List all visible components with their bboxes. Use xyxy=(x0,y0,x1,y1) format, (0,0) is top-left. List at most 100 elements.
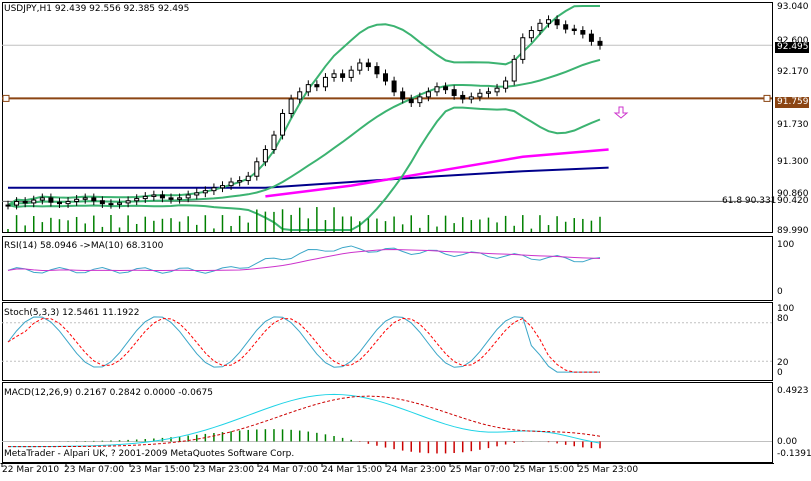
bollinger-middle xyxy=(7,58,601,207)
hline-price-tag[interactable]: 91.759 xyxy=(775,97,809,108)
candle-body xyxy=(443,86,449,91)
macd-axis-label: 0.4923 xyxy=(777,386,809,396)
rsi-header: RSI(14) 58.0946 ->MA(10) 68.3100 xyxy=(4,241,164,251)
candle-body xyxy=(56,201,62,205)
candle-body xyxy=(159,194,165,199)
candle-body xyxy=(374,66,380,75)
arrow-marker xyxy=(613,106,629,119)
price-axis-label: 89.990 xyxy=(777,226,809,236)
candle-body xyxy=(202,190,208,194)
candle-body xyxy=(588,33,594,42)
candle-body xyxy=(520,37,526,60)
candle-body xyxy=(494,87,500,93)
rsi-line xyxy=(7,245,601,274)
candle-body xyxy=(134,198,140,202)
candle-body xyxy=(288,98,294,114)
candle-body xyxy=(408,98,414,104)
time-axis-label: 23 Mar 07:00 xyxy=(64,465,125,475)
candle-body xyxy=(400,91,406,100)
candle-body xyxy=(91,197,97,202)
candle-body xyxy=(151,194,157,197)
candle-body xyxy=(39,197,45,201)
candle-body xyxy=(108,203,114,206)
macd-signal-line xyxy=(7,395,601,448)
macd-line xyxy=(7,393,601,448)
candle-body xyxy=(168,197,174,200)
candle-body xyxy=(477,92,483,98)
candle-body xyxy=(365,62,371,68)
ma-magenta-line xyxy=(265,148,609,198)
candle-body xyxy=(228,181,234,187)
pane-frame xyxy=(2,236,773,301)
candle-body xyxy=(31,199,37,204)
candle-body xyxy=(177,197,183,200)
candle-body xyxy=(460,94,466,100)
candle-body xyxy=(503,80,509,89)
candle-body xyxy=(297,91,303,100)
candle-body xyxy=(322,76,328,88)
time-axis-label: 24 Mar 07:00 xyxy=(258,465,319,475)
stoch-signal-line xyxy=(7,317,600,373)
time-axis-label: 23 Mar 15:00 xyxy=(130,465,191,475)
candle-body xyxy=(280,112,286,136)
stoch-header: Stoch(5,3,3) 12.5461 11.1922 xyxy=(4,308,140,318)
candle-body xyxy=(211,187,217,192)
candle-body xyxy=(485,91,491,94)
candle-body xyxy=(271,134,277,151)
candle-body xyxy=(580,30,586,35)
candle-body xyxy=(417,96,423,104)
macd-axis-label: -0.1391 xyxy=(777,449,811,459)
rsi-axis-label: 100 xyxy=(777,240,795,250)
candle-body xyxy=(74,198,80,202)
candle-body xyxy=(348,69,354,78)
bollinger-upper xyxy=(7,5,600,206)
time-axis-label: 24 Mar 15:00 xyxy=(322,465,383,475)
current-price-tag: 92.495 xyxy=(775,42,809,53)
fibonacci-label: 61.8 90.331 xyxy=(722,196,777,206)
candle-body xyxy=(142,195,148,200)
candle-body xyxy=(391,80,397,93)
candle-body xyxy=(425,91,431,98)
candle-body xyxy=(99,200,105,205)
main-chart-header: USDJPY,H1 92.439 92.556 92.385 92.495 xyxy=(4,4,190,14)
time-axis-label: 22 Mar 2010 xyxy=(2,465,60,475)
candle-body xyxy=(571,28,577,32)
time-axis-label: 25 Mar 15:00 xyxy=(514,465,575,475)
candle-body xyxy=(468,96,474,100)
candle-body xyxy=(340,73,346,78)
time-axis-label: 24 Mar 23:00 xyxy=(386,465,447,475)
candle-body xyxy=(357,62,363,71)
candle-body xyxy=(528,30,534,39)
candle-body xyxy=(563,24,569,30)
candle-body xyxy=(314,84,320,88)
macd-axis-label: 0.00 xyxy=(777,437,798,447)
copyright-text: MetaTrader - Alpari UK, ? 2001-2009 Meta… xyxy=(4,449,295,459)
price-axis-label: 91.730 xyxy=(777,120,809,130)
price-axis-label: 91.300 xyxy=(777,157,809,167)
candle-body xyxy=(383,73,389,82)
candle-body xyxy=(597,40,603,46)
hline-handle-left xyxy=(2,94,10,102)
candle-body xyxy=(14,200,20,206)
stoch-axis-label: 20 xyxy=(777,358,789,368)
price-axis-label: 90.420 xyxy=(777,196,809,206)
candle-body xyxy=(22,200,28,204)
stoch-axis-label: 80 xyxy=(777,314,789,324)
candle-body xyxy=(65,200,71,205)
price-axis-label: 93.040 xyxy=(777,2,809,12)
candle-body xyxy=(185,194,191,199)
rsi-ma-line xyxy=(7,249,601,272)
candle-body xyxy=(82,197,88,200)
time-axis-label: 25 Mar 07:00 xyxy=(450,465,511,475)
pane-frame xyxy=(2,2,773,233)
candle-body xyxy=(219,185,225,189)
stoch-axis-label: 100 xyxy=(777,304,795,314)
candle-body xyxy=(117,202,123,205)
bollinger-lower xyxy=(7,106,601,231)
candle-body xyxy=(511,58,517,82)
candle-body xyxy=(537,22,543,32)
price-axis-label: 90.860 xyxy=(777,189,809,199)
stoch-main-line xyxy=(7,316,600,373)
